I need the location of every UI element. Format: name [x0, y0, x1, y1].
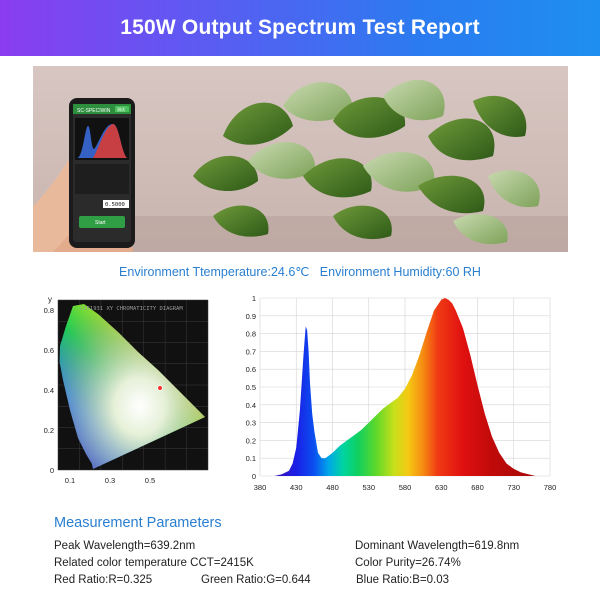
blue-ratio: Blue Ratio:B=0.03 [356, 574, 450, 586]
phone-reading: 0.5000 [105, 202, 125, 208]
page-title: 150W Output Spectrum Test Report [120, 16, 480, 39]
spectrum-x-ticks: 380 430 480 530 580 630 680 730 780 [254, 483, 557, 492]
red-ratio: Red Ratio:R=0.325 [54, 574, 153, 586]
cie-chromaticity-diagram: CIE1931 XY CHROMATICITY DIAGRAM y 0 0.2 0.… [40, 290, 218, 490]
header-banner: 150W Output Spectrum Test Report [0, 0, 600, 56]
cie-title: CIE1931 XY CHROMATICITY DIAGRAM [80, 306, 183, 312]
cie-white-region [59, 304, 205, 469]
spectrum-y-tick-label: 0.9 [246, 312, 256, 321]
environment-line: Environment Ttemperature:24.6℃ Environme… [0, 264, 600, 279]
cie-measured-point [157, 385, 163, 391]
cie-chart-svg: CIE1931 XY CHROMATICITY DIAGRAM y 0 0.2 0.… [44, 295, 209, 485]
spectrum-x-tick-label: 430 [290, 483, 303, 492]
spectrum-y-ticks: 0 0.1 0.2 0.3 0.4 0.5 0.6 0.7 0.8 0.9 1 [246, 294, 256, 481]
cie-y-tick-label: 0.6 [44, 346, 54, 355]
cie-y-ticks: 0 0.2 0.4 0.6 0.8 [44, 306, 54, 475]
spectrum-x-tick-label: 380 [254, 483, 267, 492]
peak-wavelength: Peak Wavelength=639.2nm [54, 540, 196, 552]
cie-x-tick-label: 0.5 [145, 476, 155, 485]
cie-y-tick-label: 0 [50, 466, 54, 475]
spectrum-x-tick-label: 480 [326, 483, 339, 492]
phone-start-button: Start [95, 220, 106, 226]
measurement-row-3: Red Ratio:R=0.325 [54, 574, 152, 586]
spectrum-x-tick-label: 530 [362, 483, 375, 492]
green-ratio: Green Ratio:G=0.644 [201, 574, 311, 586]
plant-leaves [193, 79, 540, 245]
measurement-row-3-right: Blue Ratio:B=0.03 [356, 574, 449, 586]
spectrum-y-tick-label: 1 [252, 294, 256, 303]
spectrum-y-tick-label: 0.6 [246, 365, 256, 374]
cie-x-tick-label: 0.3 [105, 476, 115, 485]
cie-x-ticks: 0.1 0.3 0.5 [65, 476, 155, 485]
spectrum-x-tick-label: 630 [435, 483, 448, 492]
spectrum-y-tick-label: 0.2 [246, 436, 256, 445]
cie-y-label: y [48, 295, 52, 304]
spectrum-chart-svg: 0 0.1 0.2 0.3 0.4 0.5 0.6 0.7 0.8 0.9 1 380 430 480 5… [246, 294, 557, 492]
cie-y-tick-label: 0.4 [44, 386, 54, 395]
plant-photo-illustration: SC-SPECIWIN 测试 0.5000 Start [33, 66, 568, 252]
phone: SC-SPECIWIN 测试 0.5000 Start [69, 98, 135, 248]
spectrum-area [260, 298, 550, 476]
phone-app-title: SC-SPECIWIN [77, 108, 111, 114]
spectrum-x-tick-label: 730 [507, 483, 520, 492]
cie-y-tick-label: 0.2 [44, 426, 54, 435]
cie-y-tick-label: 0.8 [44, 306, 54, 315]
color-purity: Color Purity=26.74% [355, 557, 461, 569]
spectrum-chart: 0 0.1 0.2 0.3 0.4 0.5 0.6 0.7 0.8 0.9 1 380 430 480 5… [240, 290, 570, 500]
measurement-row-3-mid: Green Ratio:G=0.644 [201, 574, 311, 586]
product-photo: SC-SPECIWIN 测试 0.5000 Start [33, 66, 568, 252]
spectrum-x-tick-label: 780 [544, 483, 557, 492]
environment-humidity: Environment Humidity:60 RH [319, 265, 481, 279]
spectrum-x-tick-label: 580 [399, 483, 412, 492]
spectrum-x-tick-label: 680 [471, 483, 484, 492]
spectrum-y-tick-label: 0.4 [246, 401, 256, 410]
spectrum-y-tick-label: 0.5 [246, 383, 256, 392]
spectrum-y-tick-label: 0.7 [246, 347, 256, 356]
measurement-row-2: Related color temperature CCT=2415K [54, 557, 254, 569]
cie-x-tick-label: 0.1 [65, 476, 75, 485]
phone-badge: 测试 [117, 106, 125, 112]
measurement-row-2-right: Color Purity=26.74% [355, 557, 461, 569]
spectrum-y-tick-label: 0.3 [246, 419, 256, 428]
spectrum-y-tick-label: 0 [252, 472, 256, 481]
spectrum-y-tick-label: 0.8 [246, 330, 256, 339]
dominant-wavelength: Dominant Wavelength=619.8nm [355, 540, 520, 552]
measurement-title: Measurement Parameters [54, 515, 222, 531]
measurement-row-1: Peak Wavelength=639.2nm [54, 540, 195, 552]
spectrum-y-tick-label: 0.1 [246, 454, 256, 463]
color-temperature: Related color temperature CCT=2415K [54, 557, 254, 569]
measurement-row-1-right: Dominant Wavelength=619.8nm [355, 540, 519, 552]
environment-temperature: Environment Ttemperature:24.6℃ [119, 265, 310, 279]
